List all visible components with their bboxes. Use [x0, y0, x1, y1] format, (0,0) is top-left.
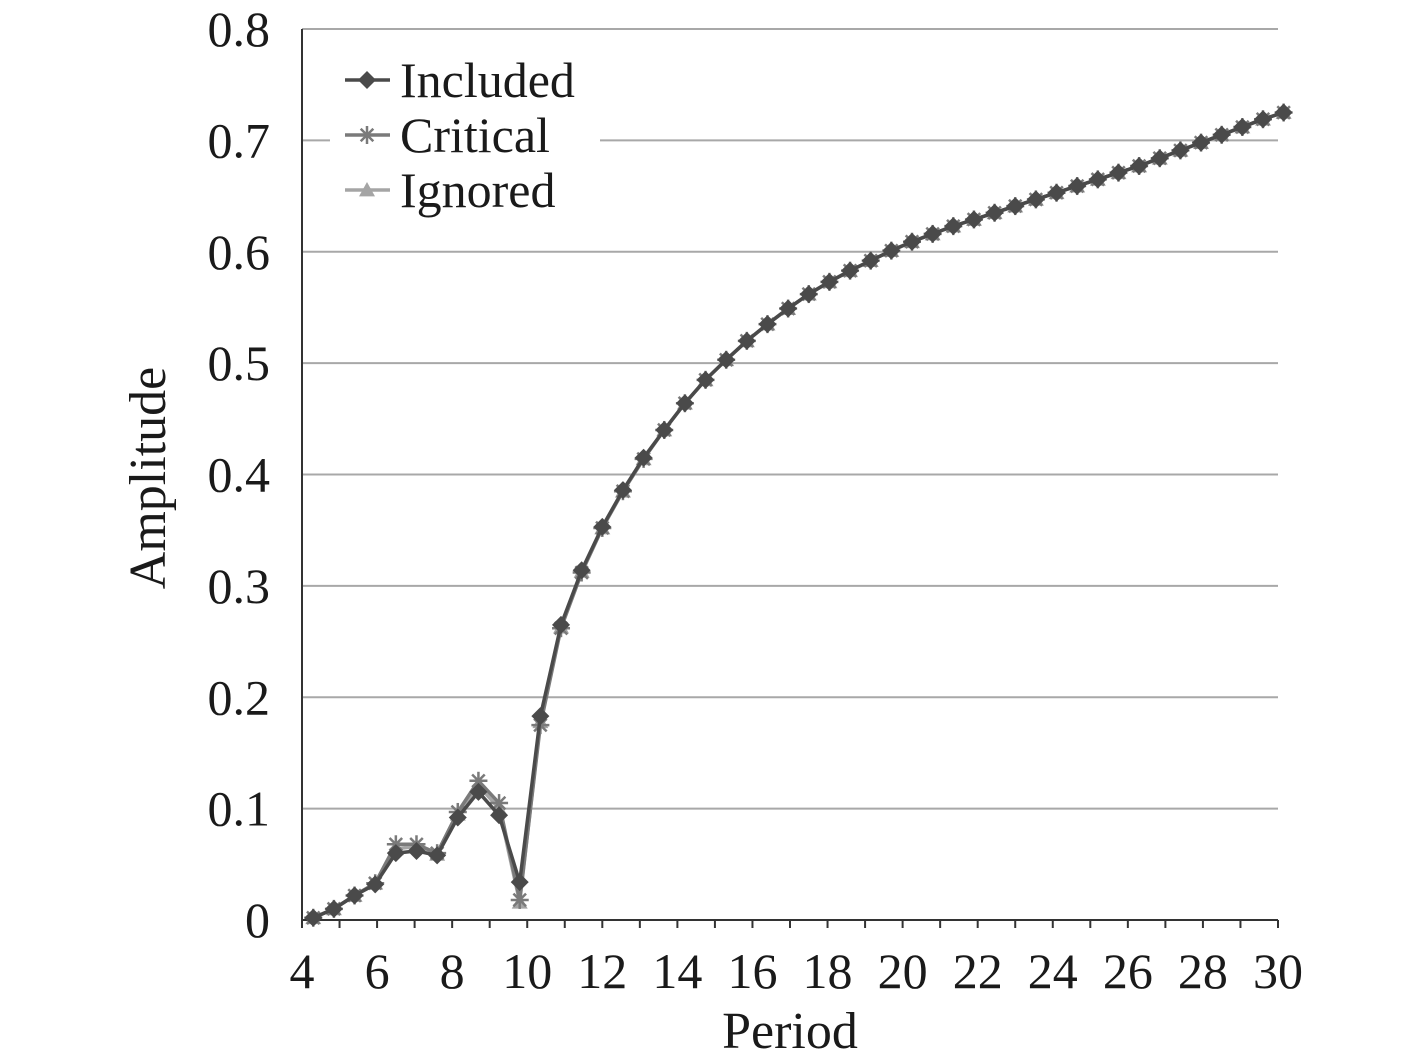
legend-swatch-marker: [358, 126, 376, 144]
x-tick-label: 10: [502, 943, 552, 999]
data-point: [841, 261, 860, 280]
data-point: [1212, 125, 1231, 144]
data-point: [1274, 103, 1293, 122]
y-tick-label: 0.7: [208, 112, 271, 168]
data-point: [737, 331, 756, 350]
x-tick-label: 24: [1028, 943, 1078, 999]
data-point: [366, 875, 385, 894]
data-point: [964, 210, 983, 229]
legend-item-ignored: Ignored: [345, 162, 556, 218]
legend-item-critical: Critical: [345, 107, 550, 163]
x-tick-label: 22: [953, 943, 1003, 999]
data-point: [1068, 177, 1087, 196]
y-tick-label: 0.4: [208, 447, 271, 503]
data-point: [655, 420, 674, 439]
data-point: [531, 707, 550, 726]
x-tick-label: 26: [1103, 943, 1153, 999]
data-point: [490, 806, 509, 825]
data-point: [1192, 133, 1211, 152]
data-point: [820, 272, 839, 291]
legend-swatch-marker: [359, 182, 375, 197]
data-point: [428, 846, 447, 865]
series-included: [304, 103, 1293, 927]
data-point: [903, 232, 921, 251]
x-axis-title: Period: [722, 1003, 858, 1056]
y-tick-label: 0.8: [208, 1, 271, 57]
x-tick-label: 14: [652, 943, 702, 999]
data-point: [1233, 118, 1252, 137]
data-point: [634, 448, 653, 467]
data-point: [572, 561, 591, 580]
data-point: [944, 217, 963, 236]
data-point: [779, 299, 798, 318]
data-point: [448, 808, 467, 827]
x-tick-label: 8: [440, 943, 465, 999]
series-line: [312, 110, 1285, 920]
data-point: [593, 517, 612, 536]
series-layer: [304, 103, 1293, 927]
legend-label: Critical: [400, 107, 550, 163]
y-tick-label: 0.6: [208, 224, 271, 280]
data-point: [386, 844, 405, 863]
data-point: [490, 794, 509, 813]
y-tick-label: 0.5: [208, 335, 271, 391]
legend-label: Ignored: [400, 162, 556, 218]
data-point: [552, 615, 571, 634]
data-point: [510, 890, 529, 909]
axes: 0 0.1 0.2 0.3 0.4 0.5 0.6 0.7 0.8 4 6 8 10 12 14 16 18 20…: [208, 1, 1304, 999]
legend-label: Included: [400, 52, 575, 108]
y-tick-label: 0: [245, 892, 270, 948]
x-tick-label: 20: [878, 943, 928, 999]
data-point: [1171, 141, 1190, 160]
data-point: [1109, 163, 1128, 182]
x-tick-label: 6: [365, 943, 390, 999]
data-point: [696, 370, 715, 389]
data-point: [1006, 197, 1025, 216]
data-point: [882, 241, 901, 260]
data-point: [799, 285, 818, 304]
legend-item-included: Included: [345, 52, 575, 108]
series-ignored: [305, 104, 1292, 925]
legend-swatch-marker: [358, 71, 376, 89]
series-critical: [304, 103, 1293, 927]
data-point: [407, 841, 426, 860]
x-tick-label: 18: [803, 943, 853, 999]
data-point: [1026, 190, 1045, 209]
series-line: [312, 110, 1285, 920]
data-point: [675, 394, 694, 413]
data-point: [758, 315, 777, 334]
y-tick-label: 0.1: [208, 781, 271, 837]
data-point: [923, 224, 942, 243]
data-point: [1130, 156, 1149, 175]
data-point: [861, 251, 880, 270]
data-point: [324, 899, 343, 918]
data-point: [985, 203, 1004, 222]
y-tick-label: 0.2: [208, 669, 271, 725]
data-point: [717, 350, 736, 369]
data-point: [510, 873, 529, 892]
x-tick-label: 28: [1178, 943, 1228, 999]
y-tick-label: 0.3: [208, 558, 271, 614]
data-point: [1047, 183, 1066, 202]
y-axis-title: Amplitude: [120, 367, 177, 589]
data-point: [304, 908, 323, 927]
data-point: [613, 481, 632, 500]
series-line: [312, 110, 1285, 920]
x-tick-label: 30: [1253, 943, 1303, 999]
data-point: [345, 886, 364, 905]
data-point: [469, 782, 488, 801]
data-point: [1088, 170, 1107, 189]
x-tick-label: 16: [727, 943, 777, 999]
x-tick-label: 4: [290, 943, 315, 999]
x-tick-label: 12: [577, 943, 627, 999]
data-point: [1253, 110, 1272, 129]
data-point: [1150, 149, 1169, 168]
